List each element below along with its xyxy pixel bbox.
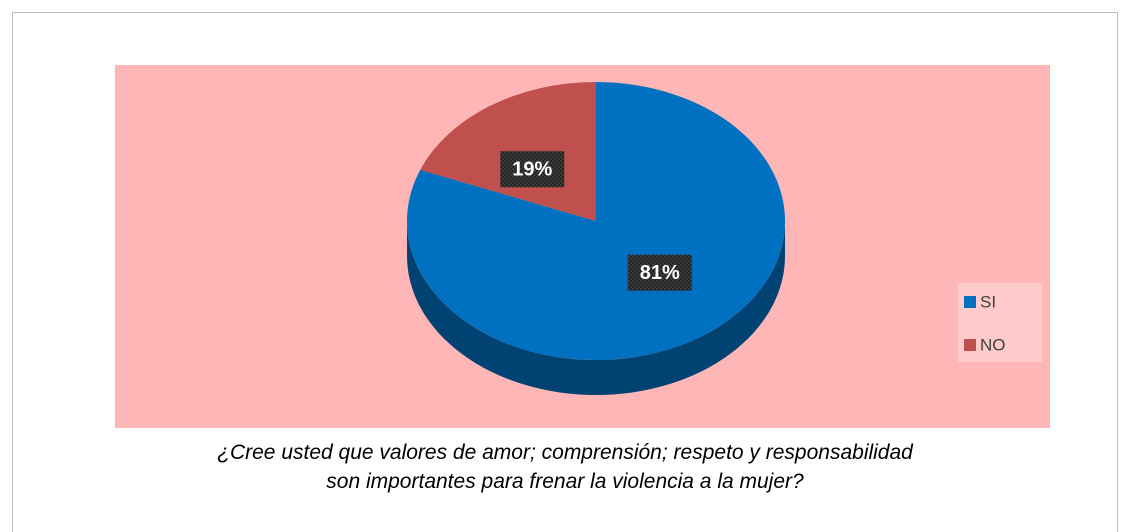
caption: ¿Cree usted que valores de amor; compren… bbox=[217, 441, 913, 493]
legend-swatch bbox=[964, 296, 976, 308]
legend-swatch bbox=[964, 339, 976, 351]
frame bbox=[12, 12, 1118, 532]
data-label: 81% bbox=[640, 262, 680, 284]
slice-side bbox=[407, 221, 785, 395]
data-label: 19% bbox=[512, 159, 552, 181]
legend-label: NO bbox=[980, 335, 1006, 354]
data-label-box bbox=[500, 151, 565, 188]
legend-label: SI bbox=[980, 292, 996, 311]
data-label-box bbox=[627, 254, 692, 291]
